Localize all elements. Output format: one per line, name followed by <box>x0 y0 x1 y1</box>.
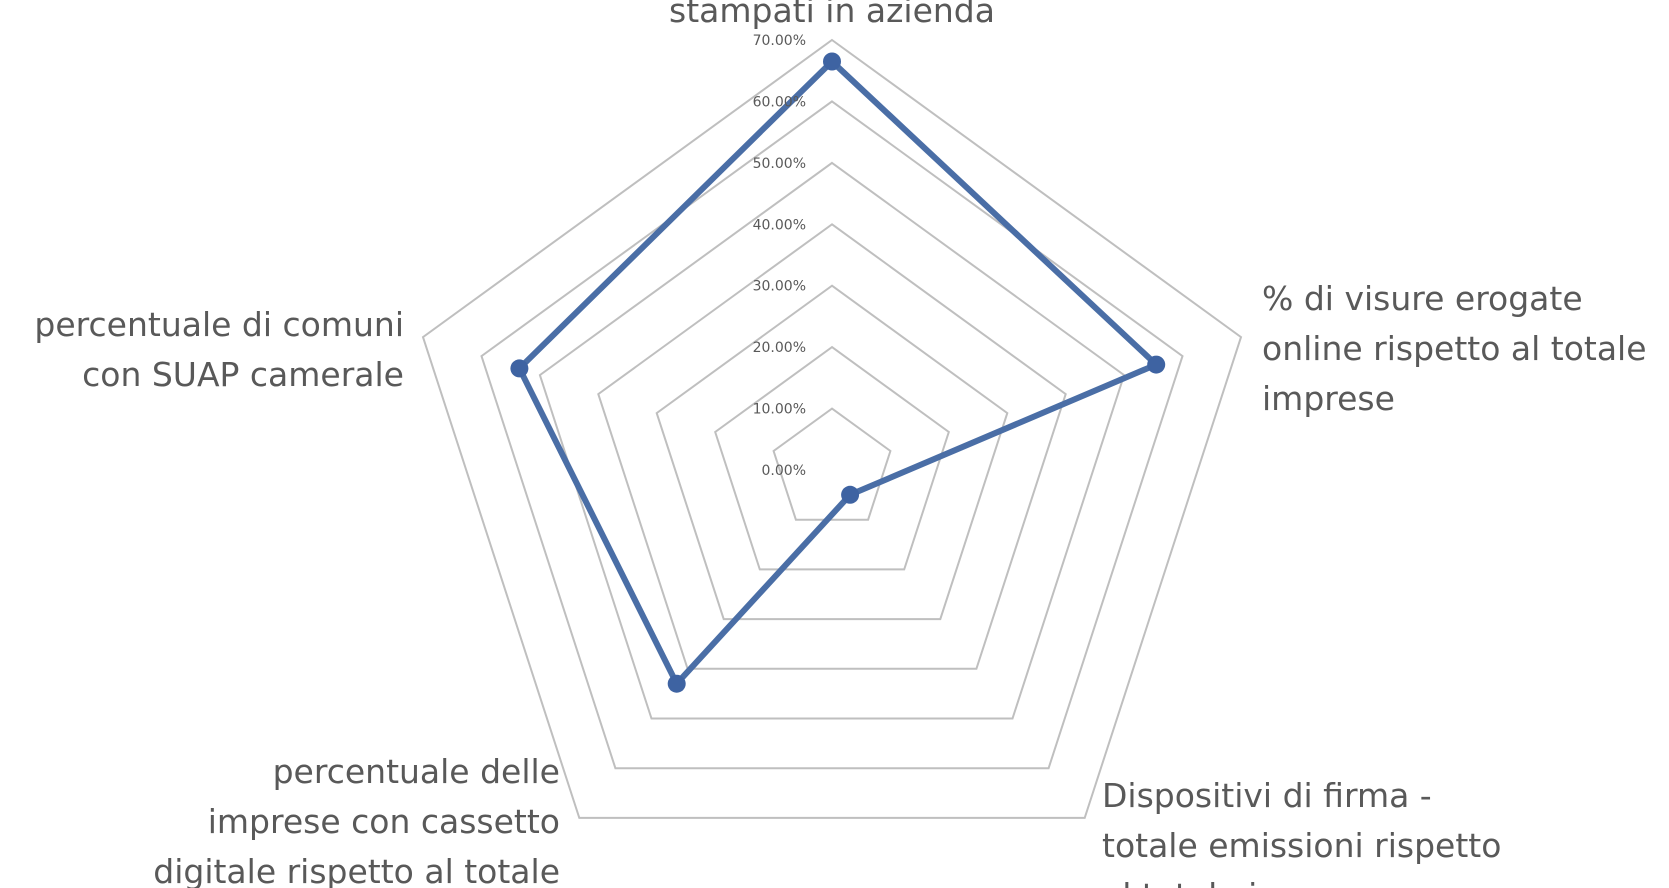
series-line-0 <box>516 58 1160 687</box>
tick-label: 40.00% <box>753 217 806 233</box>
tick-label: 0.00% <box>762 463 806 479</box>
data-point-0 <box>823 52 841 71</box>
category-label: imprese <box>1262 379 1395 418</box>
gridline-6 <box>480 100 1184 770</box>
tick-label: 70.00% <box>753 33 806 49</box>
tick-label: 60.00% <box>753 94 806 110</box>
category-label: Dispositivi di firma - <box>1102 776 1432 815</box>
gridline-2 <box>714 345 950 571</box>
category-label: totale emissioni rispetto <box>1102 826 1501 865</box>
category-label: percentuale delle <box>273 752 560 791</box>
category-label: stampati in azienda <box>669 0 995 30</box>
gridline-1 <box>772 407 892 521</box>
category-label: imprese con cassetto <box>208 802 560 841</box>
tick-label: 20.00% <box>753 340 806 356</box>
category-label: percentuale di comuni <box>34 305 404 344</box>
category-label: online rispetto al totale <box>1262 329 1647 368</box>
tick-label: 10.00% <box>753 402 806 418</box>
data-point-3 <box>667 674 686 693</box>
data-point-4 <box>510 359 529 378</box>
tick-label: 50.00% <box>753 156 806 172</box>
category-label: digitale rispetto al totale <box>153 852 560 888</box>
category-label: al totale imprese <box>1102 876 1381 888</box>
category-label: % di visure erogate <box>1262 279 1583 318</box>
gridline-4 <box>597 223 1067 670</box>
tick-label: 30.00% <box>753 279 806 295</box>
gridline-5 <box>538 161 1126 720</box>
category-label: con SUAP camerale <box>82 355 404 394</box>
gridline-3 <box>655 284 1009 621</box>
gridline-7 <box>421 38 1243 819</box>
data-point-1 <box>1147 355 1166 374</box>
data-point-2 <box>841 485 860 504</box>
